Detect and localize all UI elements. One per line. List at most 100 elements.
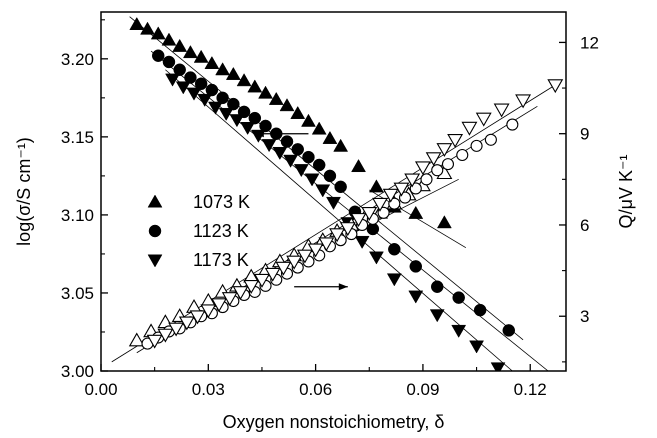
y-left-tick-label: 3.15 <box>61 128 94 147</box>
data-point <box>311 121 327 135</box>
data-point <box>323 169 337 183</box>
data-point <box>205 83 219 97</box>
plot-content <box>111 16 564 371</box>
data-point <box>502 324 516 337</box>
data-point <box>296 249 313 264</box>
legend-label: 1123 K <box>193 221 249 241</box>
data-point <box>351 159 366 173</box>
data-point <box>315 184 331 198</box>
legend-label: 1073 K <box>193 192 250 212</box>
data-point <box>307 243 324 258</box>
data-point <box>216 91 229 105</box>
data-point <box>150 26 166 40</box>
axis-ticks: 0.00 0.03 0.06 0.09 0.12 3.00 3.05 3.10 3.15 3.20… <box>61 19 599 399</box>
data-point <box>227 97 240 111</box>
data-point <box>211 298 227 313</box>
right-y-axis-title: Q/μV K⁻¹ <box>616 155 636 229</box>
data-point <box>258 85 273 99</box>
data-point <box>302 150 315 164</box>
legend-marker <box>148 224 162 238</box>
data-point <box>197 93 213 107</box>
series-right <box>146 79 564 349</box>
data-point <box>264 267 281 282</box>
data-point <box>436 215 452 229</box>
series-left <box>129 16 452 229</box>
data-point <box>334 180 347 194</box>
y-left-tick-label: 3.20 <box>61 50 94 69</box>
data-point <box>128 332 145 347</box>
data-point <box>461 121 478 136</box>
y-right-tick-label: 12 <box>580 33 599 52</box>
series-left <box>151 49 516 337</box>
data-point <box>312 158 326 172</box>
data-point <box>283 154 299 168</box>
data-point <box>254 273 270 288</box>
data-point <box>272 146 288 160</box>
data-point <box>290 105 306 119</box>
data-point <box>361 206 378 221</box>
data-point <box>279 98 295 112</box>
data-point <box>172 38 188 52</box>
data-point <box>441 158 455 171</box>
data-point <box>280 135 294 148</box>
plot-frame <box>100 11 567 372</box>
data-point <box>168 322 185 337</box>
data-point <box>408 290 424 304</box>
x-tick-label: 0.00 <box>84 380 117 399</box>
data-point <box>259 119 272 133</box>
data-point <box>140 21 155 35</box>
x-tick-label: 0.03 <box>192 380 225 399</box>
data-point <box>368 251 384 265</box>
data-point <box>452 291 465 304</box>
data-point <box>493 103 510 118</box>
data-point <box>393 182 410 197</box>
y-right-tick-label: 9 <box>580 125 589 144</box>
axis-arrow <box>294 283 348 291</box>
y-right-tick-label: 3 <box>580 307 589 326</box>
data-point <box>326 196 341 210</box>
data-point <box>247 79 263 93</box>
data-point <box>388 243 401 256</box>
data-point <box>225 66 241 80</box>
y-right-tick-label: 6 <box>580 216 589 235</box>
data-point <box>430 280 444 293</box>
data-point <box>547 79 564 94</box>
data-point <box>329 228 346 243</box>
data-point <box>162 55 176 69</box>
data-point <box>232 286 249 301</box>
data-point <box>261 139 277 153</box>
data-point <box>275 261 292 276</box>
data-point <box>189 310 206 325</box>
data-point <box>436 143 453 158</box>
data-point <box>515 94 532 109</box>
data-point <box>291 143 304 156</box>
x-tick-label: 0.06 <box>299 380 332 399</box>
data-point <box>236 73 252 87</box>
data-point <box>178 316 195 331</box>
data-point <box>469 340 485 354</box>
legend-marker <box>147 194 163 208</box>
data-point <box>165 73 180 87</box>
data-point <box>368 179 384 193</box>
data-point <box>470 139 483 152</box>
data-point <box>221 292 238 307</box>
data-point <box>386 273 402 287</box>
data-point <box>475 112 492 127</box>
data-point <box>240 122 256 136</box>
data-point <box>215 62 231 76</box>
data-point <box>431 164 444 177</box>
data-point <box>182 45 198 59</box>
axis-arrow <box>254 130 309 138</box>
x-axis-title: Oxygen nonstoichiometry, δ <box>223 412 445 432</box>
data-point <box>173 63 186 77</box>
data-point <box>318 237 335 252</box>
fit-line <box>111 84 556 363</box>
data-point <box>354 235 370 249</box>
data-point <box>146 334 163 349</box>
y-left-tick-label: 3.00 <box>61 362 94 381</box>
data-point <box>473 303 487 317</box>
data-point <box>248 111 262 125</box>
data-point <box>129 16 145 30</box>
data-point <box>429 309 445 323</box>
